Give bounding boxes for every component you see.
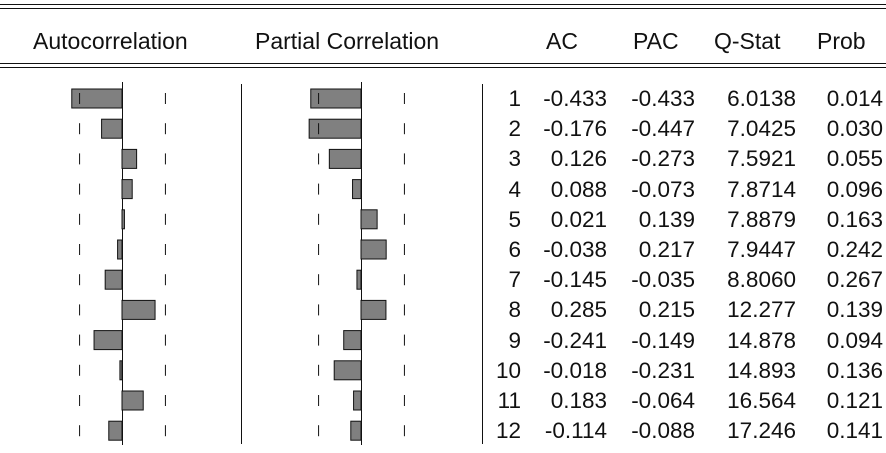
table-cell-ac: -0.145 [543, 267, 607, 293]
table-cell-prob: 0.267 [826, 267, 883, 293]
table-cell-prob: 0.094 [826, 327, 883, 353]
header-pac: PAC [633, 28, 679, 54]
table-cell-lag: 12 [495, 418, 521, 444]
table-cell-qstat: 7.9447 [727, 237, 796, 262]
ac-bar [121, 390, 144, 411]
header-prob: Prob [817, 28, 866, 54]
table-cell-prob: 0.055 [826, 146, 883, 172]
header-rule-2 [0, 67, 886, 68]
table-cell-qstat: 14.893 [727, 357, 796, 383]
table-cell-lag: 8 [508, 297, 521, 323]
header-autocorrelation: Autocorrelation [33, 28, 188, 54]
table-cell-ac: 0.021 [550, 206, 607, 232]
top-rule-1 [0, 4, 886, 5]
table-cell-lag: 6 [508, 237, 521, 262]
ac-bar [104, 269, 123, 290]
table-cell-ac: -0.176 [543, 116, 607, 142]
table-cell-prob: 0.014 [826, 86, 883, 111]
table-cell-prob: 0.121 [826, 388, 883, 413]
table-cell-qstat: 12.277 [727, 297, 796, 323]
ac-bar [71, 88, 123, 109]
header-rule-1 [0, 63, 886, 64]
table-cell-ac: -0.241 [543, 327, 607, 353]
header-ac: AC [546, 28, 578, 54]
table-cell-ac: -0.433 [543, 86, 607, 111]
table-cell-pac: -0.447 [631, 116, 695, 142]
table-cell-ac: 0.088 [550, 176, 607, 202]
table-cell-ac: -0.114 [544, 418, 607, 444]
table-cell-ac: 0.126 [550, 146, 607, 172]
ac-bar [121, 299, 156, 320]
pac-bar [353, 390, 362, 411]
table-cell-prob: 0.242 [826, 237, 883, 262]
ac-bar [93, 330, 123, 351]
table-cell-lag: 2 [508, 116, 521, 142]
table-cell-qstat: 7.8879 [727, 206, 796, 232]
table-cell-lag: 1 [508, 86, 521, 111]
table-cell-prob: 0.141 [826, 418, 883, 444]
table-cell-pac: 0.215 [638, 297, 695, 323]
table-cell-lag: 10 [495, 357, 521, 383]
table-cell-qstat: 8.8060 [727, 267, 796, 293]
table-cell-ac: 0.183 [550, 388, 607, 413]
table-cell-pac: -0.035 [631, 267, 695, 293]
table-cell-lag: 5 [508, 206, 521, 232]
panel-separator-left [241, 84, 242, 444]
pac-bar [308, 118, 362, 139]
table-cell-prob: 0.096 [826, 176, 883, 202]
pac-bar [360, 299, 387, 320]
table-cell-ac: -0.038 [543, 237, 607, 262]
ac-bar [119, 360, 123, 381]
table-cell-pac: -0.088 [631, 418, 695, 444]
ac-bar [101, 118, 123, 139]
pac-bar [350, 420, 362, 441]
table-cell-prob: 0.139 [826, 297, 883, 323]
ac-bar [121, 148, 138, 169]
table-cell-lag: 4 [508, 176, 521, 202]
table-cell-pac: -0.149 [631, 327, 695, 353]
table-cell-lag: 11 [497, 388, 521, 413]
table-cell-lag: 3 [508, 146, 521, 172]
table-cell-pac: 0.139 [638, 206, 695, 232]
table-cell-qstat: 6.0138 [727, 86, 796, 111]
table-cell-qstat: 7.0425 [727, 116, 796, 142]
table-cell-pac: -0.273 [631, 146, 695, 172]
table-cell-pac: -0.073 [631, 176, 695, 202]
table-cell-pac: 0.217 [638, 237, 695, 262]
table-cell-qstat: 16.564 [727, 388, 796, 413]
table-cell-qstat: 17.246 [727, 418, 796, 444]
ac-bar [121, 179, 133, 200]
pac-bar [360, 239, 387, 260]
pac-bar [310, 88, 362, 109]
ac-bar [117, 239, 123, 260]
table-cell-lag: 7 [508, 267, 521, 293]
table-cell-qstat: 7.5921 [727, 146, 796, 172]
table-cell-pac: -0.231 [631, 357, 695, 383]
table-cell-lag: 9 [508, 327, 521, 353]
header-qstat: Q-Stat [714, 28, 781, 54]
pac-bar [356, 269, 362, 290]
table-cell-ac: 0.285 [550, 297, 607, 323]
pac-bar [333, 360, 362, 381]
pac-bar [328, 148, 362, 169]
ac-bar [121, 209, 125, 230]
panel-separator-right [482, 84, 483, 444]
table-cell-qstat: 7.8714 [727, 176, 796, 202]
pac-bar [360, 209, 378, 230]
table-cell-prob: 0.163 [826, 206, 883, 232]
table-cell-pac: -0.064 [631, 388, 695, 413]
pac-bar [352, 179, 362, 200]
pac-bar [343, 330, 362, 351]
table-cell-qstat: 14.878 [727, 327, 796, 353]
top-rule-2 [0, 8, 886, 9]
table-cell-ac: -0.018 [543, 357, 607, 383]
table-cell-prob: 0.136 [826, 357, 883, 383]
table-cell-pac: -0.433 [631, 86, 695, 111]
table-cell-prob: 0.030 [826, 116, 883, 142]
ac-bar [108, 420, 123, 441]
header-partial-correlation: Partial Correlation [255, 28, 440, 54]
